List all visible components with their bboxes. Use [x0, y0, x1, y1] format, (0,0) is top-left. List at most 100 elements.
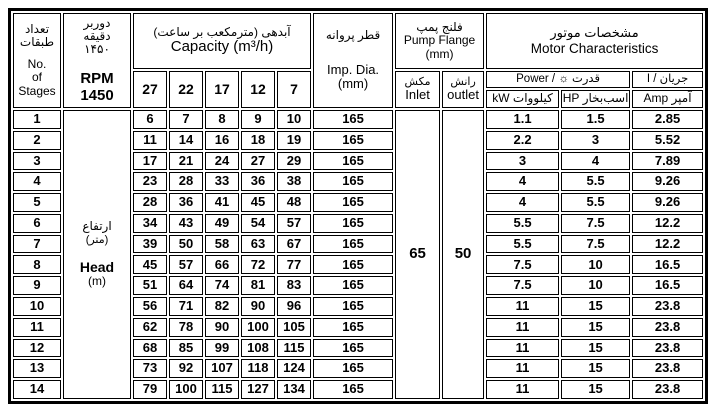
capacity-cell: 96 [277, 297, 312, 316]
kw-cell: 5.5 [486, 213, 560, 233]
pump-spec-table: تعداد طبقات No. of Stages دوربر دقیقه ۱۴… [8, 8, 709, 404]
capacity-cell: 77 [277, 255, 312, 275]
inlet-header-farsi: مکش [404, 76, 431, 89]
capacity-cell: 83 [277, 276, 312, 296]
capacity-cell: 27 [241, 151, 275, 171]
rpm-column-header: دوربر دقیقه ۱۴۵۰ RPM 1450 [63, 13, 131, 108]
hp-cell: 15 [561, 380, 631, 399]
table-row: 7 39 50 58 63 67 165 5.5 7.5 12.2 [13, 234, 704, 254]
head-label-en: Head [79, 258, 115, 275]
imp-dia-cell: 165 [313, 297, 394, 316]
capacity-cell: 10 [277, 110, 312, 129]
head-unit-farsi: (متر) [85, 233, 109, 246]
kw-cell: 7.5 [486, 255, 560, 275]
amp-cell: 23.8 [632, 380, 704, 399]
capacity-cell: 62 [133, 317, 167, 337]
table-row: 14 79 100 115 127 134 165 11 15 23.8 [13, 380, 704, 399]
capacity-cell: 100 [169, 380, 203, 399]
stage-cell: 8 [13, 255, 61, 275]
imp-dia-cell: 165 [313, 276, 394, 296]
capacity-cell: 68 [133, 338, 167, 358]
capacity-cell: 115 [277, 338, 312, 358]
stages-column-header: تعداد طبقات No. of Stages [13, 13, 61, 108]
capacity-cell: 71 [169, 297, 203, 316]
hp-cell: 7.5 [561, 213, 631, 233]
inlet-header: مکش Inlet [395, 71, 441, 108]
motor-characteristics-header: مشخصات موتور Motor Characteristics [486, 13, 704, 69]
capacity-cell: 56 [133, 297, 167, 316]
capacity-cell: 45 [241, 193, 275, 212]
capacity-cell: 29 [277, 151, 312, 171]
capacity-cell: 115 [205, 380, 239, 399]
rpm-header-en-label: RPM [80, 69, 114, 87]
capacity-cell: 90 [205, 317, 239, 337]
imp-dia-cell: 165 [313, 110, 394, 129]
table-row: 2 11 14 16 18 19 165 2.2 3 5.52 [13, 130, 704, 150]
capacity-cell: 16 [205, 130, 239, 150]
capacity-cell: 64 [169, 276, 203, 296]
stages-header-farsi-line2: طبقات [19, 35, 55, 50]
capacity-cell: 7 [169, 110, 203, 129]
capacity-col-12: 12 [241, 71, 275, 108]
imp-dia-cell: 165 [313, 193, 394, 212]
outlet-header-en: outlet [447, 87, 479, 103]
amp-cell: 7.89 [632, 151, 704, 171]
capacity-cell: 108 [241, 338, 275, 358]
capacity-cell: 41 [205, 193, 239, 212]
capacity-cell: 54 [241, 213, 275, 233]
capacity-cell: 58 [205, 234, 239, 254]
capacity-cell: 36 [241, 172, 275, 192]
amp-cell: 16.5 [632, 255, 704, 275]
capacity-cell: 92 [169, 359, 203, 379]
capacity-cell: 50 [169, 234, 203, 254]
flange-header-unit: (mm) [425, 46, 454, 61]
capacity-cell: 14 [169, 130, 203, 150]
imp-dia-cell: 165 [313, 338, 394, 358]
capacity-cell: 67 [277, 234, 312, 254]
stage-cell: 11 [13, 317, 61, 337]
stages-header-farsi-line1: تعداد [24, 21, 50, 36]
hp-cell: 15 [561, 297, 631, 316]
capacity-cell: 105 [277, 317, 312, 337]
capacity-cell: 34 [133, 213, 167, 233]
amp-cell: 12.2 [632, 234, 704, 254]
capacity-cell: 23 [133, 172, 167, 192]
stages-header-en-line3: Stages [18, 83, 56, 98]
capacity-cell: 21 [169, 151, 203, 171]
table-row: 6 34 43 49 54 57 165 5.5 7.5 12.2 [13, 213, 704, 233]
stage-cell: 3 [13, 151, 61, 171]
capacity-cell: 17 [133, 151, 167, 171]
amp-cell: 5.52 [632, 130, 704, 150]
amp-cell: 23.8 [632, 359, 704, 379]
amp-unit-header: آمپر Amp [632, 90, 704, 108]
imp-dia-cell: 165 [313, 317, 394, 337]
power-header: قدرت ☼ / Power [486, 71, 631, 88]
head-column-cell: ارتفاع (متر) Head (m) [63, 110, 131, 399]
hp-cell: 3 [561, 130, 631, 150]
kw-cell: 4 [486, 172, 560, 192]
stage-cell: 5 [13, 193, 61, 212]
hp-cell: 5.5 [561, 193, 631, 212]
amp-cell: 9.26 [632, 193, 704, 212]
kw-cell: 1.1 [486, 110, 560, 129]
capacity-cell: 124 [277, 359, 312, 379]
stage-cell: 9 [13, 276, 61, 296]
outlet-value-cell: 50 [442, 110, 485, 399]
capacity-cell: 6 [133, 110, 167, 129]
kw-cell: 11 [486, 338, 560, 358]
kw-cell: 11 [486, 359, 560, 379]
capacity-cell: 38 [277, 172, 312, 192]
kw-cell: 11 [486, 380, 560, 399]
amp-cell: 12.2 [632, 213, 704, 233]
amp-cell: 23.8 [632, 317, 704, 337]
capacity-col-7: 7 [277, 71, 312, 108]
stage-cell: 1 [13, 110, 61, 129]
table-row: 4 23 28 33 36 38 165 4 5.5 9.26 [13, 172, 704, 192]
inlet-value-cell: 65 [395, 110, 441, 399]
capacity-cell: 11 [133, 130, 167, 150]
kw-cell: 7.5 [486, 276, 560, 296]
imp-dia-cell: 165 [313, 151, 394, 171]
capacity-cell: 82 [205, 297, 239, 316]
table-row: 13 73 92 107 118 124 165 11 15 23.8 [13, 359, 704, 379]
amp-cell: 16.5 [632, 276, 704, 296]
